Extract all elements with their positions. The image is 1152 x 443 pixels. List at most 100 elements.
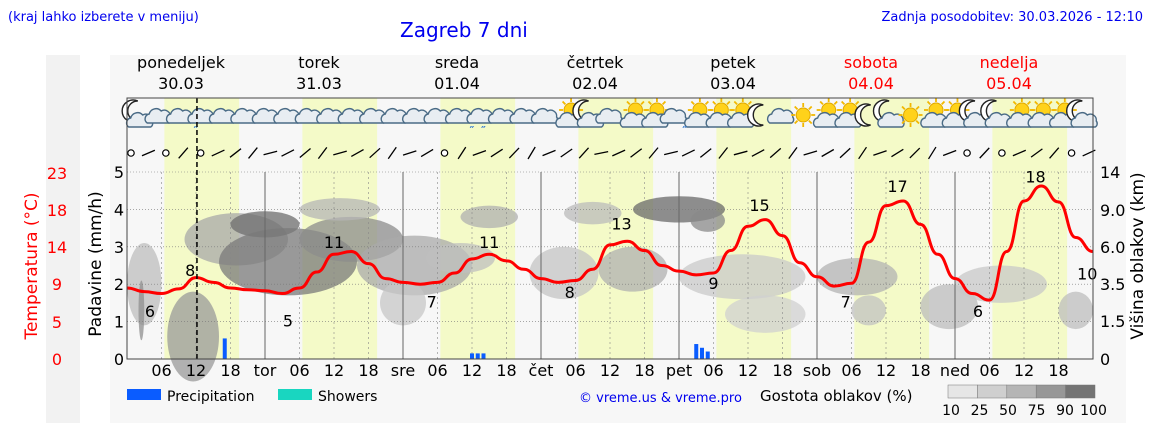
cloud-height-tick-label: 14 (1100, 163, 1120, 182)
temperature-value-label: 18 (1025, 168, 1045, 187)
cloud-density-patch (725, 295, 806, 333)
x-tick-label: 06 (979, 361, 999, 380)
cloud-density-patch (598, 246, 668, 292)
cloud-density-patch (460, 205, 518, 229)
day-date: 03.04 (710, 74, 756, 93)
x-tick-label: tor (254, 361, 277, 380)
wind-calm-icon (162, 149, 170, 157)
wind-barb-icon (263, 150, 278, 156)
legend: Precipitation Showers (127, 389, 377, 405)
cloud-density-patch (851, 295, 886, 326)
daylight-band (578, 98, 654, 359)
wind-calm-icon (141, 149, 156, 157)
wind-barb-icon (402, 150, 417, 156)
x-tick-label: 12 (738, 361, 758, 380)
menu-hint[interactable]: (kraj lahko izberete v meniju) (8, 10, 199, 25)
cloud-height-tick-label: 1.5 (1100, 312, 1125, 331)
wind-calm-icon (440, 149, 449, 157)
day-name: nedelja (980, 53, 1039, 72)
precipitation-bar (475, 353, 480, 359)
cloud-density-patch (679, 254, 806, 300)
temperature-axis-label: Temperatura (°C) (22, 192, 42, 340)
x-tick-label: 18 (358, 361, 378, 380)
wind-barb-icon (699, 148, 712, 158)
temperature-value-label: 6 (145, 302, 155, 321)
cloud-sun-icon (1006, 98, 1034, 128)
wind-barb-icon (299, 148, 311, 158)
temperature-value-label: 9 (708, 274, 718, 293)
density-swatch (947, 384, 978, 399)
x-tick-label: 12 (324, 361, 344, 380)
moon-icon (746, 103, 764, 127)
wind-barb-icon (858, 146, 868, 160)
day-date: 31.03 (296, 74, 342, 93)
cloud-sun-icon (705, 98, 734, 128)
density-tick-label: 75 (1028, 403, 1046, 419)
plot-area: ″ ″ ″ ″ 6 8 5 11 7 11 8 13 9 15 7 17 6 18 10 (121, 97, 1098, 382)
wind-barb-icon (594, 151, 609, 155)
wind-barb-icon (821, 148, 835, 158)
temperature-value-label: 13 (611, 214, 631, 233)
temperature-value-label: 11 (479, 233, 499, 252)
wind-barb-icon (733, 150, 748, 156)
wind-calm-icon (178, 147, 189, 159)
x-tick-label: 06 (289, 361, 309, 380)
temperature-value-label: 7 (841, 293, 851, 312)
cloud-density-patch (690, 209, 725, 232)
x-tick-label: 06 (427, 361, 447, 380)
density-swatch (977, 384, 1008, 399)
temperature-tick-label: 23 (47, 164, 67, 183)
temperature-value-label: 6 (973, 302, 983, 321)
precipitation-tick-label: 0 (114, 350, 124, 369)
wind-calm-icon (942, 149, 957, 157)
wind-barb-icon (630, 148, 643, 158)
wind-barb-icon (1030, 148, 1043, 158)
density-tick-label: 90 (1056, 403, 1074, 419)
day-date: 04.04 (848, 74, 894, 93)
wind-barb-icon (909, 147, 921, 159)
precipitation-tick-label: 2 (114, 275, 124, 294)
cloud-density-patch (1058, 291, 1093, 330)
temperature-tick-label: 14 (47, 238, 67, 257)
cloud-density-patch (920, 284, 978, 330)
temperature-value-label: 8 (565, 283, 575, 302)
wind-barb-icon (612, 149, 626, 157)
x-tick-label: 18 (634, 361, 654, 380)
cloud-density-patch (564, 201, 622, 225)
wind-barb-icon (508, 147, 520, 159)
wind-barb-icon (578, 147, 590, 159)
precipitation-bar (470, 353, 474, 359)
legend-showers-label: Showers (318, 389, 377, 405)
x-tick-label: 12 (1014, 361, 1034, 380)
copyright-link[interactable]: © vreme.us & vreme.pro (579, 391, 742, 406)
wind-barb-icon (751, 149, 765, 157)
temperature-tick-label: 0 (52, 350, 62, 369)
x-tick-label: 18 (1048, 361, 1068, 380)
cloud-sun-icon (920, 98, 948, 128)
weather-icon-row: ″ ″ ″ ″ (121, 98, 1098, 137)
moon-cloud-icon (121, 99, 154, 128)
wind-calm-icon (979, 147, 990, 159)
precipitation-tick-label: 1 (114, 313, 124, 332)
precipitation-tick-label: 5 (114, 163, 124, 182)
precipitation-bar (700, 347, 704, 359)
wind-barb-icon (248, 147, 258, 159)
temperature-line (126, 184, 1094, 302)
cloud-density-patch (299, 198, 380, 221)
x-tick-label: 12 (876, 361, 896, 380)
density-swatch (1006, 384, 1037, 399)
cloud-icon (766, 108, 795, 124)
x-tick-label: ned (940, 361, 970, 380)
x-tick-label: čet (529, 361, 554, 380)
x-tick-label: 06 (151, 361, 171, 380)
wind-barb-icon (663, 150, 678, 156)
moon-cloud-icon (1065, 99, 1098, 128)
x-tick-label: 12 (186, 361, 206, 380)
legend-precipitation-swatch (127, 389, 161, 400)
temperature-labels: 6 8 5 11 7 11 8 13 9 15 7 17 6 18 10 (145, 168, 1098, 331)
wind-barb-icon (457, 146, 467, 160)
day-date: 30.03 (158, 74, 204, 93)
x-tick-label: pet (666, 361, 692, 380)
wind-barb-icon (560, 148, 573, 158)
